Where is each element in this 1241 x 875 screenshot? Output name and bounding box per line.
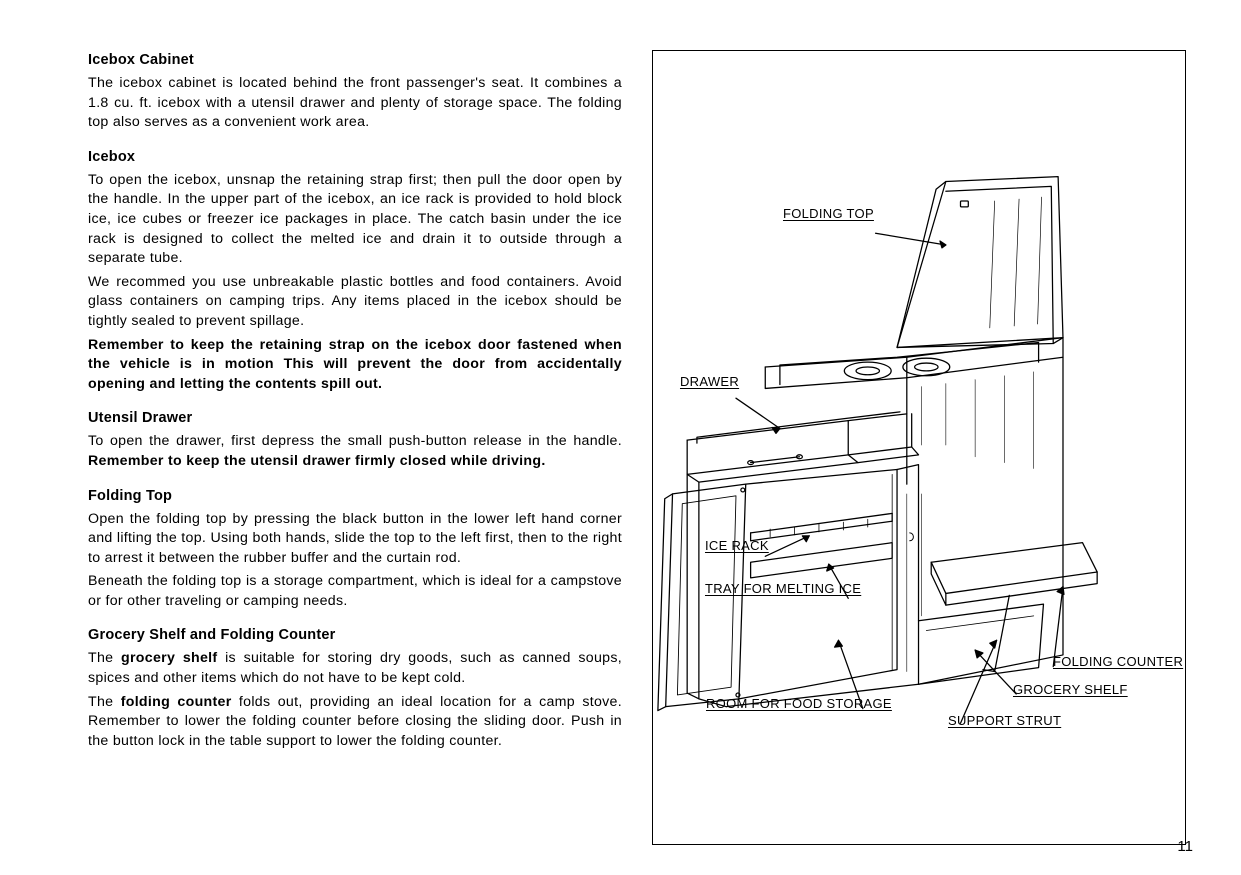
- label-room: ROOM FOR FOOD STORAGE: [706, 696, 892, 711]
- para: We recommed you use unbreakable plastic …: [88, 273, 622, 332]
- para-bold-inline: folding counter: [121, 694, 232, 710]
- para: The icebox cabinet is located behind the…: [88, 74, 622, 133]
- para-text: The: [88, 694, 121, 710]
- heading-grocery-shelf: Grocery Shelf and Folding Counter: [88, 625, 622, 645]
- heading-icebox-cabinet: Icebox Cabinet: [88, 50, 622, 70]
- cabinet-svg: [653, 51, 1185, 844]
- para-bold-inline: Remember to keep the utensil drawer firm…: [88, 453, 546, 469]
- para-bold-inline: grocery shelf: [121, 650, 217, 666]
- label-folding-counter: FOLDING COUNTER: [1053, 654, 1183, 669]
- para: To open the icebox, unsnap the retaining…: [88, 171, 622, 269]
- para-text: The: [88, 650, 121, 666]
- para: Beneath the folding top is a storage com…: [88, 572, 622, 611]
- heading-icebox: Icebox: [88, 147, 622, 167]
- label-ice-rack: ICE RACK: [705, 538, 769, 553]
- label-folding-top: FOLDING TOP: [783, 206, 874, 221]
- label-grocery-shelf: GROCERY SHELF: [1013, 682, 1128, 697]
- label-tray: TRAY FOR MELTING ICE: [705, 581, 861, 596]
- text-column: Icebox Cabinet The icebox cabinet is loc…: [88, 50, 622, 845]
- heading-utensil-drawer: Utensil Drawer: [88, 408, 622, 428]
- para: To open the drawer, first depress the sm…: [88, 432, 622, 471]
- label-support-strut: SUPPORT STRUT: [948, 713, 1061, 728]
- para: The folding counter folds out, providing…: [88, 693, 622, 752]
- heading-folding-top: Folding Top: [88, 486, 622, 506]
- para-text: To open the drawer, first depress the sm…: [88, 433, 622, 449]
- label-drawer: DRAWER: [680, 374, 739, 389]
- para-bold: Remember to keep the retaining strap on …: [88, 336, 622, 395]
- figure-icebox-cabinet: FOLDING TOP DRAWER ICE RACK TRAY FOR MEL…: [652, 50, 1186, 845]
- page-number: 11: [1177, 838, 1193, 855]
- para: Open the folding top by pressing the bla…: [88, 510, 622, 569]
- para: The grocery shelf is suitable for storin…: [88, 649, 622, 688]
